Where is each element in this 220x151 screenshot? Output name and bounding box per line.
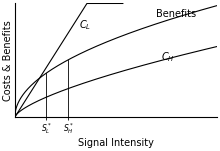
Text: Benefits: Benefits bbox=[156, 9, 196, 19]
Text: $C_L$: $C_L$ bbox=[79, 18, 92, 32]
Y-axis label: Costs & Benefits: Costs & Benefits bbox=[4, 20, 13, 101]
X-axis label: Signal Intensity: Signal Intensity bbox=[78, 138, 154, 148]
Text: $C_H$: $C_H$ bbox=[161, 50, 175, 64]
